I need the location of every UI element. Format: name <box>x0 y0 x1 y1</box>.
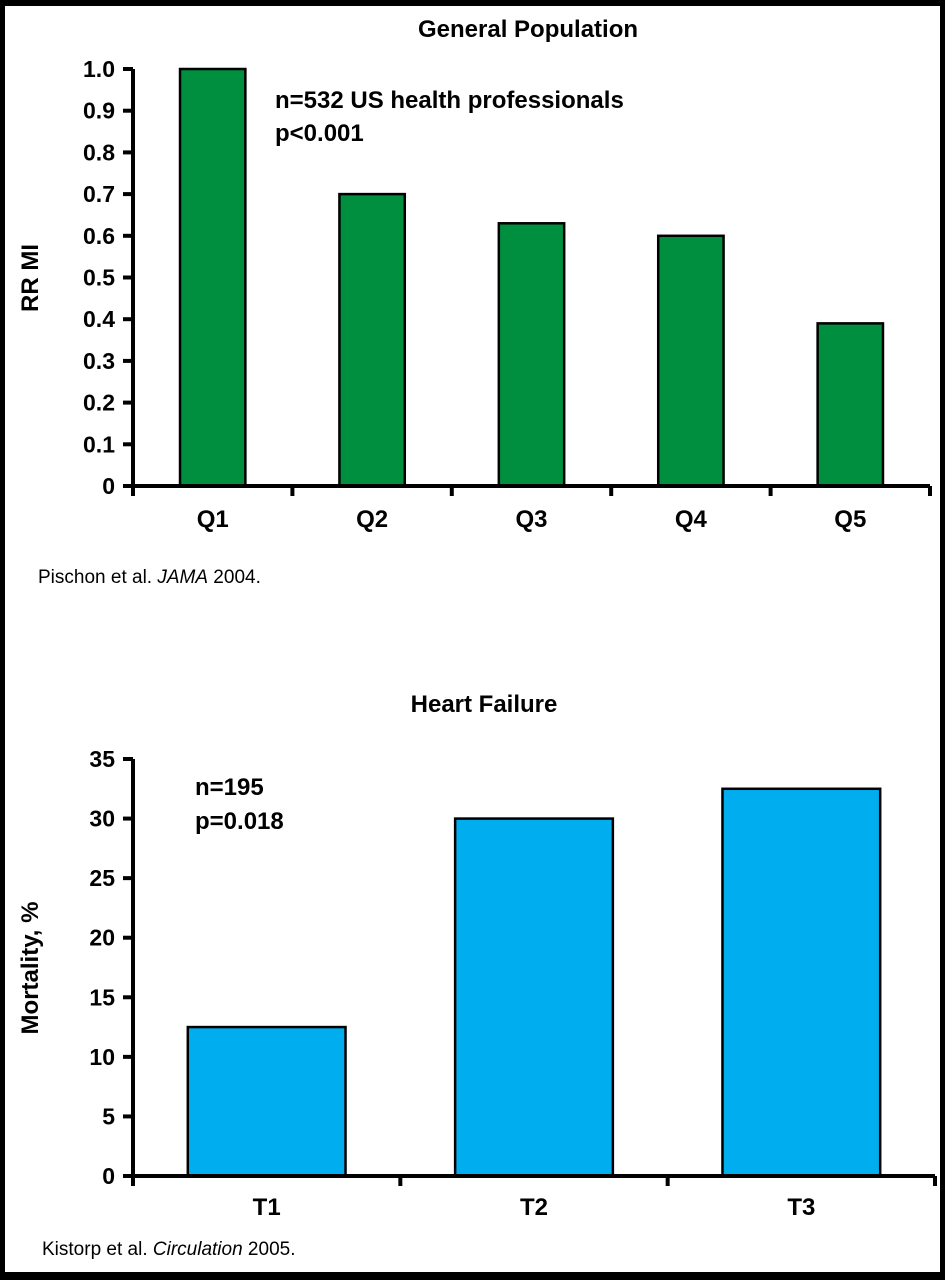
x-tick-label: Q4 <box>675 506 708 533</box>
y-axis-label: RR MI <box>17 244 44 312</box>
x-tick-label: Q1 <box>197 506 229 533</box>
annotation-n: n=532 US health professionals <box>275 87 624 114</box>
bar-t1 <box>186 1025 347 1178</box>
y-tick-label: 0.9 <box>83 98 115 124</box>
chart-general-population: General Population n=532 US health profe… <box>17 16 932 588</box>
x-tick-label: T3 <box>787 1194 815 1221</box>
y-tick-label: 20 <box>89 925 115 951</box>
y-tick-label: 0.6 <box>83 223 115 249</box>
bar-q3 <box>497 222 566 488</box>
x-tick-label: T2 <box>520 1194 548 1221</box>
x-tick-label: Q3 <box>515 506 547 533</box>
y-tick-label: 35 <box>89 746 115 772</box>
y-tick-label: 0.4 <box>83 306 115 332</box>
source-citation: Kistorp et al. Circulation 2005. <box>42 1239 295 1260</box>
y-tick-label: 0.2 <box>83 390 115 416</box>
y-tick-label: 15 <box>89 984 115 1010</box>
y-tick-label: 0.7 <box>83 181 115 207</box>
chart-title: General Population <box>418 16 638 43</box>
source-citation: Pischon et al. JAMA 2004. <box>38 567 261 588</box>
annotation-n: n=195 <box>195 774 264 801</box>
y-tick-label: 0 <box>102 1163 115 1189</box>
x-tick-label: T1 <box>253 1194 281 1221</box>
bar-t3 <box>721 787 882 1178</box>
chart-title: Heart Failure <box>411 691 558 718</box>
y-tick-label: 0 <box>102 473 115 499</box>
y-tick-label: 25 <box>89 865 115 891</box>
bar-q4 <box>656 234 725 488</box>
y-tick-label: 1.0 <box>83 56 115 82</box>
y-tick-label: 0.8 <box>83 139 115 165</box>
chart-heart-failure: Heart Failure n=195 p=0.018 Mortality, %… <box>17 691 937 1260</box>
y-tick-label: 30 <box>89 806 115 832</box>
x-tick-label: Q2 <box>356 506 388 533</box>
y-tick-label: 0.3 <box>83 348 115 374</box>
y-tick-label: 5 <box>102 1103 115 1129</box>
annotation-p: p<0.001 <box>275 120 364 147</box>
y-tick-label: 0.1 <box>83 431 115 457</box>
bar-q1 <box>178 67 247 488</box>
y-axis-label: Mortality, % <box>17 902 44 1035</box>
bar-q5 <box>816 322 885 488</box>
y-tick-label: 10 <box>89 1044 115 1070</box>
x-tick-label: Q5 <box>834 506 866 533</box>
bar-t2 <box>453 817 615 1178</box>
y-tick-label: 0.5 <box>83 265 115 291</box>
bar-q2 <box>338 192 407 488</box>
annotation-p: p=0.018 <box>195 808 284 835</box>
